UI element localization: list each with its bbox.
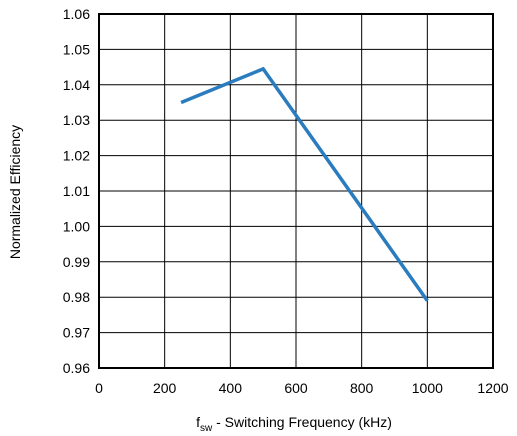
y-tick-label: 1.00 — [63, 218, 90, 234]
x-tick-label: 0 — [95, 380, 103, 396]
x-tick-label: 1200 — [477, 380, 508, 396]
x-axis-title-main: f — [196, 414, 200, 430]
x-tick-label: 600 — [284, 380, 308, 396]
y-tick-label: 0.97 — [63, 325, 90, 341]
y-tick-label: 1.04 — [63, 77, 90, 93]
series-layer — [180, 66, 429, 302]
x-tick-label: 400 — [219, 380, 243, 396]
x-tick-label: 200 — [153, 380, 177, 396]
y-axis-title: Normalized Efficiency — [7, 125, 23, 259]
y-tick-label: 0.99 — [63, 254, 90, 270]
y-tick-labels: 0.96 0.97 0.98 0.99 1.00 1.01 1.02 1.03 1.04 1.05… — [63, 6, 90, 376]
y-tick-label: 1.06 — [63, 6, 90, 22]
x-axis-title: fsw - Switching Frequency (kHz) — [196, 414, 392, 434]
y-tick-label: 0.96 — [63, 360, 90, 376]
y-tick-label: 1.01 — [63, 183, 90, 199]
y-tick-label: 1.05 — [63, 41, 90, 57]
y-tick-label: 0.98 — [63, 289, 90, 305]
series-line — [180, 66, 429, 302]
x-tick-label: 800 — [350, 380, 374, 396]
plot-frame — [98, 13, 494, 369]
x-axis-title-subscript: sw — [200, 423, 213, 434]
grid-lines — [99, 14, 493, 368]
y-tick-label: 1.02 — [63, 148, 90, 164]
x-tick-label: 1000 — [412, 380, 443, 396]
x-axis-title-rest: - Switching Frequency (kHz) — [212, 414, 392, 430]
x-tick-labels: 0 200 400 600 800 1000 1200 — [95, 380, 509, 396]
y-tick-label: 1.03 — [63, 112, 90, 128]
